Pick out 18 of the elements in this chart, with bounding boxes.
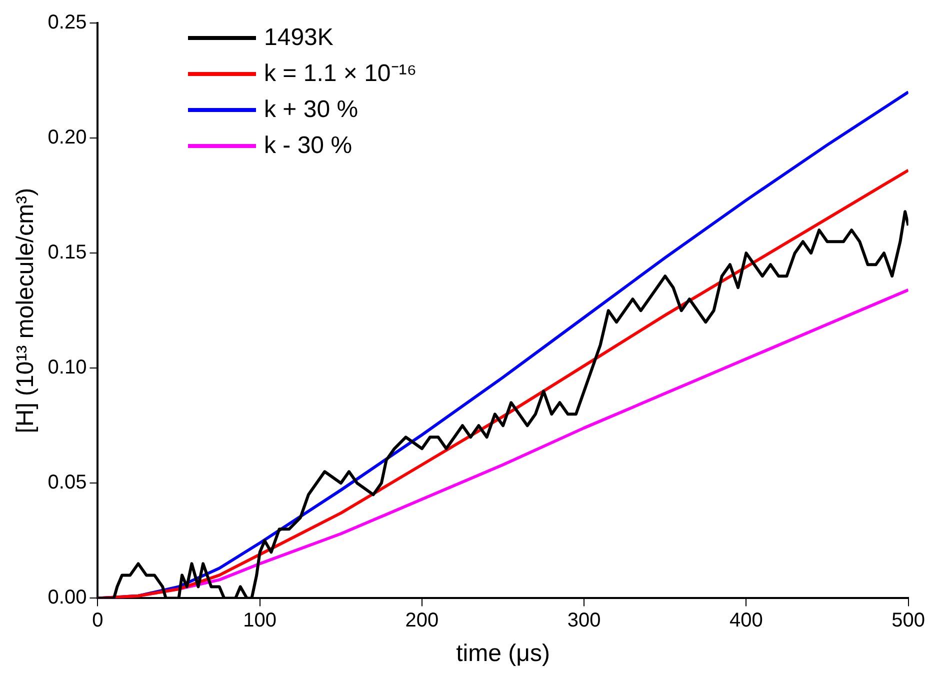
y-tick-label: 0.00 (48, 586, 87, 609)
legend-label: k - 30 % (264, 131, 352, 161)
legend-label: k + 30 % (264, 95, 358, 125)
legend-label: 1493K (264, 23, 334, 53)
x-tick-label: 300 (567, 610, 601, 632)
y-axis-title: [H] (10¹³ molecule/cm³) (12, 188, 40, 434)
x-axis-title: time (μs) (456, 640, 550, 668)
y-tick-label: 0.10 (48, 356, 87, 379)
y-tick-label: 0.05 (48, 472, 87, 494)
x-tick-label: 400 (730, 610, 763, 632)
y-tick-label: 0.25 (48, 12, 87, 34)
y-tick-label: 0.20 (48, 126, 87, 149)
legend-label: k = 1.1 × 10⁻¹⁶ (264, 59, 417, 89)
y-tick-label: 0.15 (48, 242, 87, 264)
x-tick-label: 500 (892, 610, 926, 632)
x-tick-label: 0 (92, 610, 104, 632)
x-tick-label: 100 (243, 610, 277, 632)
x-tick-label: 200 (405, 610, 439, 632)
